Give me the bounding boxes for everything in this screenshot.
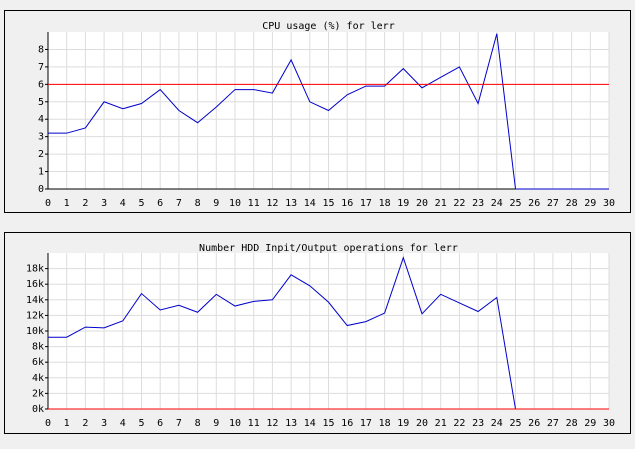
- x-tick-label: 19: [397, 418, 409, 429]
- x-tick-label: 18: [379, 418, 391, 429]
- x-tick-label: 3: [101, 198, 107, 209]
- x-tick-label: 0: [45, 418, 51, 429]
- x-tick-label: 26: [528, 198, 540, 209]
- y-tick-label: 12k: [26, 310, 44, 321]
- x-tick-label: 16: [341, 418, 353, 429]
- y-tick-label: 18k: [26, 264, 44, 275]
- y-tick-label: 4k: [32, 373, 44, 384]
- x-tick-label: 7: [176, 418, 182, 429]
- x-tick-label: 11: [248, 418, 260, 429]
- x-tick-label: 21: [435, 198, 447, 209]
- x-tick-label: 21: [435, 418, 447, 429]
- x-tick-label: 8: [195, 418, 201, 429]
- x-tick-label: 20: [416, 418, 428, 429]
- x-tick-label: 25: [509, 198, 521, 209]
- data-line: [48, 33, 609, 190]
- x-tick-label: 28: [566, 198, 578, 209]
- y-tick-label: 2k: [32, 388, 44, 399]
- x-tick-label: 30: [603, 198, 615, 209]
- x-tick-label: 1: [64, 198, 70, 209]
- y-tick-label: 7: [38, 62, 44, 73]
- x-tick-label: 23: [472, 198, 484, 209]
- x-tick-label: 12: [266, 198, 278, 209]
- x-tick-label: 17: [360, 418, 372, 429]
- x-tick-label: 24: [491, 198, 503, 209]
- y-tick-label: 10k: [26, 326, 44, 337]
- x-tick-label: 8: [195, 198, 201, 209]
- x-tick-label: 1: [64, 418, 70, 429]
- x-tick-label: 29: [584, 418, 596, 429]
- x-tick-label: 25: [509, 418, 521, 429]
- x-tick-label: 5: [138, 418, 144, 429]
- x-tick-label: 17: [360, 198, 372, 209]
- y-tick-label: 8: [38, 44, 44, 55]
- x-tick-label: 4: [120, 418, 126, 429]
- x-tick-label: 4: [120, 198, 126, 209]
- y-tick-label: 2: [38, 149, 44, 160]
- x-tick-label: 22: [453, 198, 465, 209]
- x-tick-label: 10: [229, 198, 241, 209]
- x-tick-label: 5: [138, 198, 144, 209]
- x-tick-label: 15: [322, 198, 334, 209]
- x-tick-label: 3: [101, 418, 107, 429]
- x-tick-label: 2: [82, 198, 88, 209]
- chart-title: Number HDD Inpit/Output operations for l…: [199, 243, 458, 254]
- y-tick-label: 6k: [32, 357, 44, 368]
- x-tick-label: 20: [416, 198, 428, 209]
- x-tick-label: 27: [547, 418, 559, 429]
- x-tick-label: 6: [157, 418, 163, 429]
- chart-title: CPU usage (%) for lerr: [262, 21, 394, 32]
- x-tick-label: 26: [528, 418, 540, 429]
- x-tick-label: 27: [547, 198, 559, 209]
- x-tick-label: 22: [453, 418, 465, 429]
- y-tick-label: 3: [38, 132, 44, 143]
- x-tick-label: 6: [157, 198, 163, 209]
- x-tick-label: 24: [491, 418, 503, 429]
- x-tick-label: 12: [266, 418, 278, 429]
- y-tick-label: 16k: [26, 279, 44, 290]
- x-tick-label: 18: [379, 198, 391, 209]
- x-tick-label: 10: [229, 418, 241, 429]
- x-tick-label: 15: [322, 418, 334, 429]
- y-tick-label: 6: [38, 79, 44, 90]
- x-tick-label: 2: [82, 418, 88, 429]
- x-tick-label: 11: [248, 198, 260, 209]
- y-tick-label: 0k: [32, 404, 44, 415]
- x-tick-label: 14: [304, 198, 316, 209]
- x-tick-label: 9: [213, 418, 219, 429]
- x-tick-label: 28: [566, 418, 578, 429]
- x-tick-label: 16: [341, 198, 353, 209]
- x-tick-label: 30: [603, 418, 615, 429]
- y-tick-label: 8k: [32, 342, 44, 353]
- y-tick-label: 5: [38, 97, 44, 108]
- x-tick-label: 13: [285, 198, 297, 209]
- x-tick-label: 0: [45, 198, 51, 209]
- x-tick-label: 13: [285, 418, 297, 429]
- x-tick-label: 19: [397, 198, 409, 209]
- y-tick-label: 4: [38, 114, 44, 125]
- y-tick-label: 14k: [26, 295, 44, 306]
- y-tick-label: 0: [38, 184, 44, 195]
- x-tick-label: 29: [584, 198, 596, 209]
- x-tick-label: 9: [213, 198, 219, 209]
- x-tick-label: 14: [304, 418, 316, 429]
- x-tick-label: 7: [176, 198, 182, 209]
- x-tick-label: 23: [472, 418, 484, 429]
- y-tick-label: 1: [38, 167, 44, 178]
